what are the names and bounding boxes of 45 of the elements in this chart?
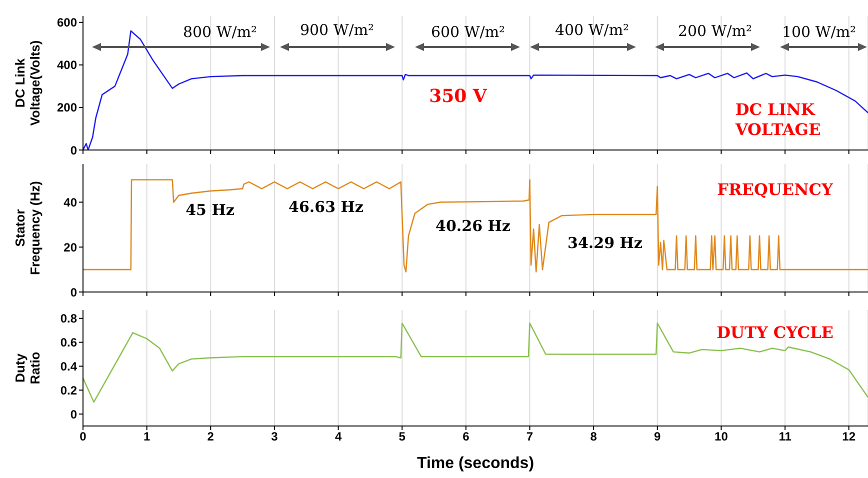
x-tick-label: 8 xyxy=(590,430,598,444)
x-tick-label: 11 xyxy=(778,430,792,444)
annotation: 350 V xyxy=(429,86,487,107)
y-tick-label: 0.6 xyxy=(60,336,78,350)
x-tick-label: 0 xyxy=(80,430,87,444)
x-tick-label: 2 xyxy=(207,430,214,444)
line-series xyxy=(83,179,868,272)
annotation: 400 W/m² xyxy=(554,20,630,40)
y-axis-title: DC Link Voltage(Volts) xyxy=(12,40,42,126)
y-tick-label: 0 xyxy=(70,143,78,158)
annotation: 45 Hz xyxy=(186,200,234,220)
annotation: 200 W/m² xyxy=(678,21,752,41)
x-tick-label: 5 xyxy=(398,430,406,444)
y-tick-label: 0.2 xyxy=(60,383,78,398)
annotation: 46.63 Hz xyxy=(288,197,364,217)
x-tick-label: 1 xyxy=(143,430,150,444)
x-tick-label: 10 xyxy=(714,430,728,444)
y-tick-label: 200 xyxy=(56,100,78,115)
y-tick-label: 600 xyxy=(56,16,78,30)
annotation: DUTY CYCLE xyxy=(716,323,834,343)
y-tick-label: 0.8 xyxy=(60,312,78,326)
annotation: 100 W/m² xyxy=(782,22,856,42)
annotation: DC LINK VOLTAGE xyxy=(735,100,821,140)
y-tick-label: 20 xyxy=(64,240,78,254)
x-tick-label: 6 xyxy=(462,430,470,444)
annotation: 600 W/m² xyxy=(430,22,506,42)
y-tick-label: 0 xyxy=(70,285,78,300)
y-tick-label: 400 xyxy=(56,58,78,72)
y-axis-title: Duty Ratio xyxy=(12,352,42,384)
x-tick-label: 7 xyxy=(526,430,534,444)
x-tick-label: 3 xyxy=(271,430,278,444)
annotation: 800 W/m² xyxy=(182,22,258,42)
x-tick-label: 12 xyxy=(842,430,856,444)
y-axis-title: Stator Frequency (Hz) xyxy=(12,181,42,275)
annotation: 900 W/m² xyxy=(300,20,374,40)
y-tick-label: 0.4 xyxy=(60,359,78,374)
x-tick-label: 9 xyxy=(654,430,662,444)
annotation: FREQUENCY xyxy=(717,180,833,200)
annotation: 34.29 Hz xyxy=(568,233,642,253)
y-tick-label: 0 xyxy=(70,407,78,422)
y-tick-label: 40 xyxy=(64,195,78,210)
x-tick-label: 4 xyxy=(334,430,342,444)
annotation: 40.26 Hz xyxy=(436,216,510,236)
line-series xyxy=(83,322,868,403)
x-axis-title: Time (seconds) xyxy=(416,455,534,472)
